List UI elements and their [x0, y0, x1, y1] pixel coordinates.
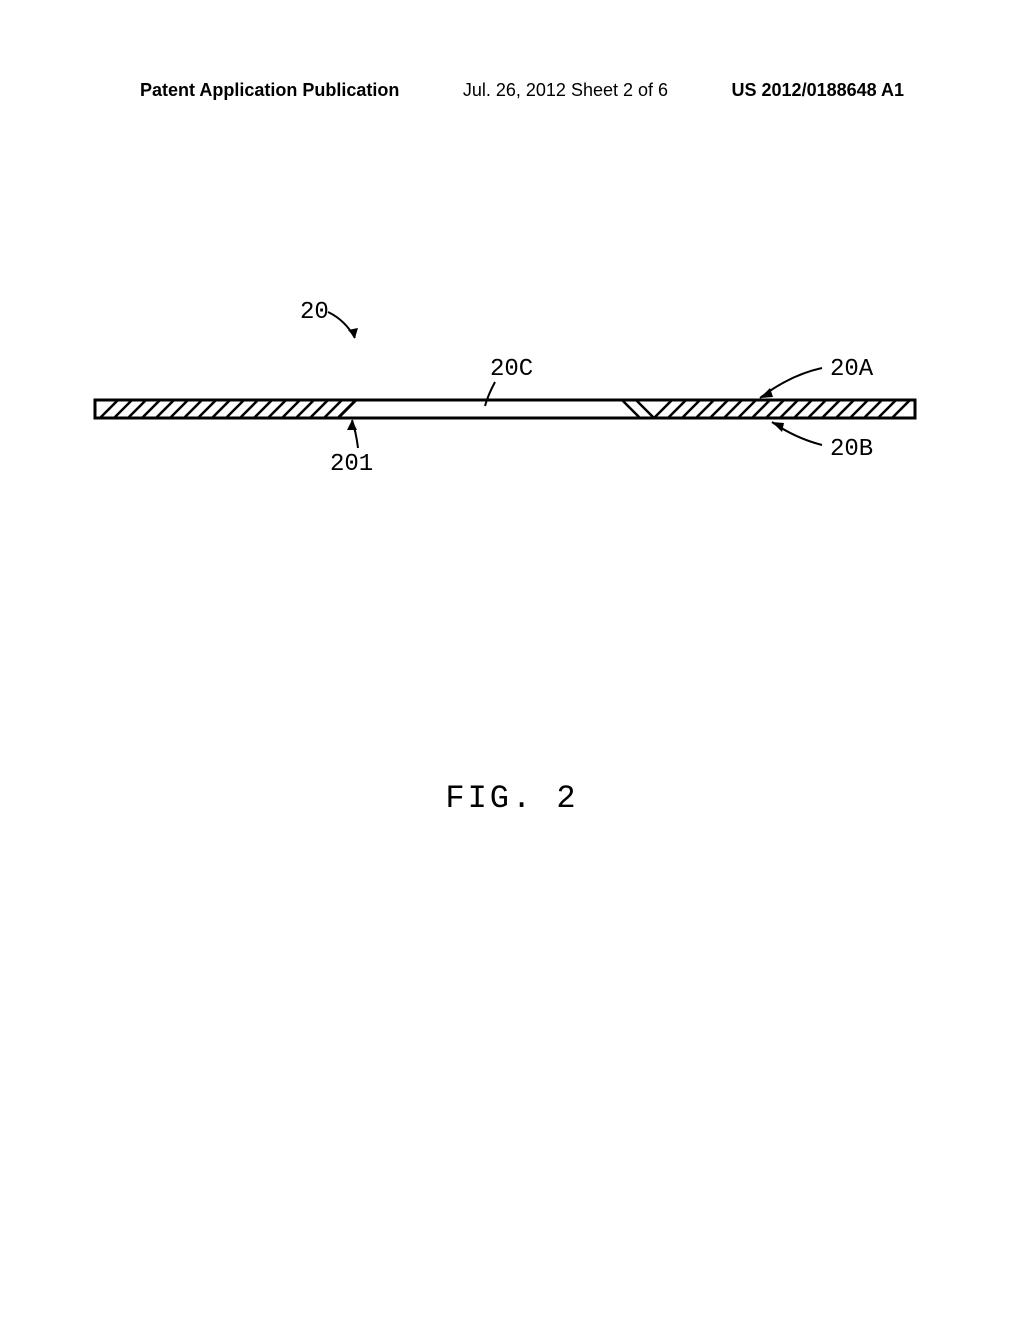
substrate-rect — [95, 400, 915, 418]
hatch-left — [100, 400, 350, 418]
header-patent-number: US 2012/0188648 A1 — [732, 80, 904, 101]
leader-20 — [328, 312, 355, 338]
hatch-right — [622, 400, 910, 418]
arrow-20b — [772, 422, 784, 432]
label-20: 20 — [300, 300, 329, 326]
label-20a: 20A — [830, 356, 874, 383]
label-201: 201 — [330, 451, 373, 478]
figure-label: FIG. 2 — [0, 780, 1024, 817]
header-publication: Patent Application Publication — [140, 80, 399, 101]
arrow-201 — [347, 420, 357, 430]
diagram-svg: 20 20C 20A 201 20B — [0, 300, 1024, 560]
label-20b: 20B — [830, 436, 873, 463]
diagram: 20 20C 20A 201 20B — [0, 300, 1024, 560]
label-20c: 20C — [490, 356, 533, 383]
header-date-sheet: Jul. 26, 2012 Sheet 2 of 6 — [463, 80, 668, 101]
leader-20c — [485, 382, 495, 406]
